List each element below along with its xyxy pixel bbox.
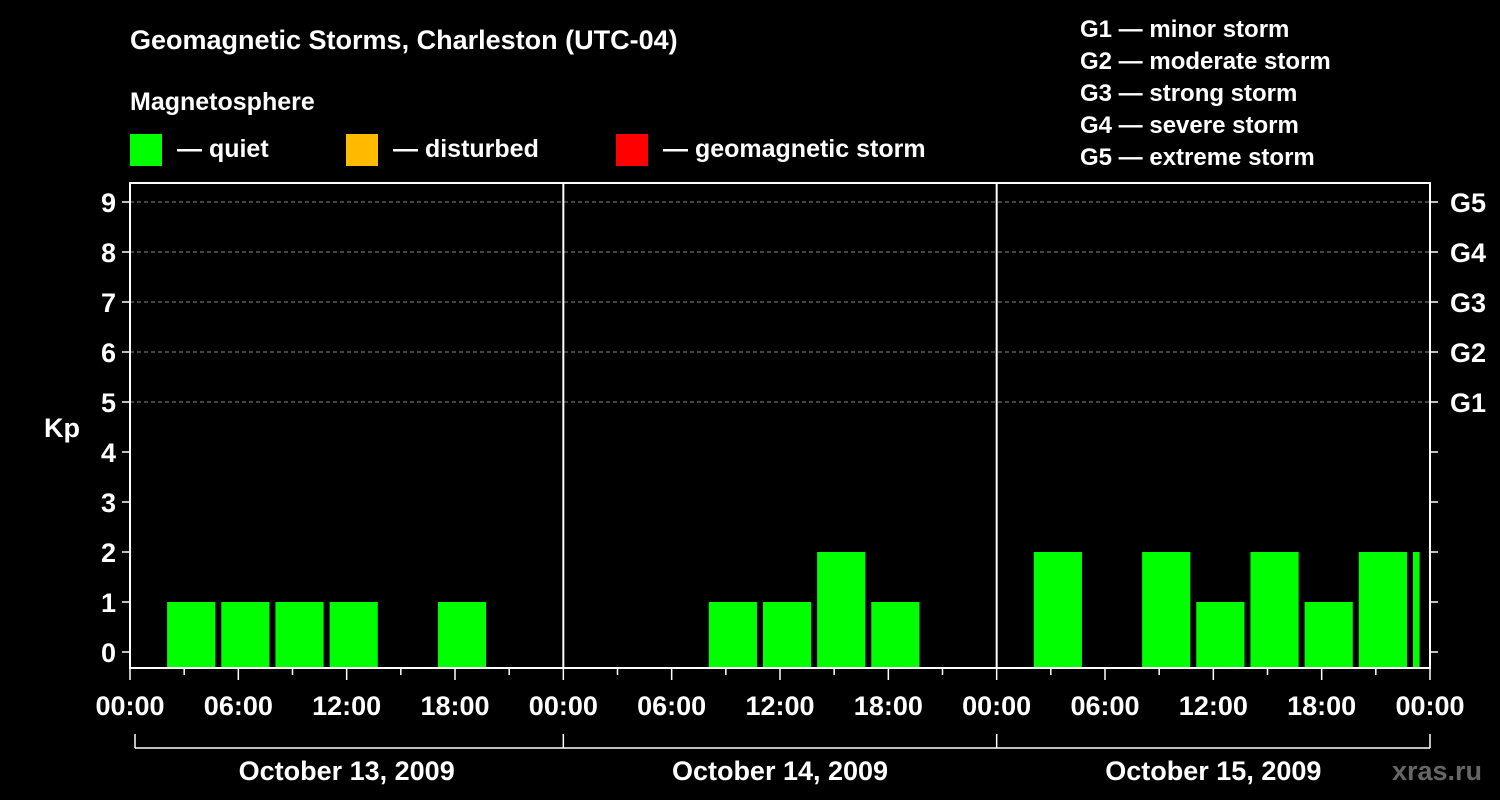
storm-level-label: G4	[1450, 238, 1486, 268]
x-tick-label: 18:00	[420, 691, 489, 721]
storm-scale-g4: G4 — severe storm	[1080, 112, 1299, 139]
x-tick-label: 12:00	[312, 691, 381, 721]
y-tick-label: 1	[101, 588, 116, 618]
plot-border	[129, 182, 1431, 669]
x-tick-label: 06:00	[204, 691, 273, 721]
chart-subtitle: Magnetosphere	[130, 88, 315, 116]
y-tick-label: 5	[101, 388, 116, 418]
kp-bar	[708, 602, 757, 668]
kp-bar	[221, 602, 270, 668]
legend-swatch-storm	[616, 134, 648, 166]
kp-bar	[167, 602, 216, 668]
x-tick-label: 06:00	[637, 691, 706, 721]
legend-swatch-quiet	[130, 134, 162, 166]
legend-label-disturbed: — disturbed	[393, 135, 539, 163]
day-label: October 15, 2009	[1105, 756, 1321, 786]
storm-level-label: G2	[1450, 338, 1486, 368]
storm-scale-g1: G1 — minor storm	[1080, 16, 1289, 43]
kp-bar	[1304, 602, 1353, 668]
y-tick-label: 2	[101, 538, 116, 568]
storm-scale-g2: G2 — moderate storm	[1080, 48, 1331, 75]
legend-label-storm: — geomagnetic storm	[663, 135, 926, 163]
day-label: October 13, 2009	[239, 756, 455, 786]
kp-bar	[1196, 602, 1245, 668]
x-tick-label: 18:00	[1287, 691, 1356, 721]
storm-level-label: G3	[1450, 288, 1486, 318]
kp-bar	[871, 602, 920, 668]
legend-swatch-disturbed	[346, 134, 378, 166]
kp-bar	[437, 602, 487, 668]
x-tick-label: 12:00	[745, 691, 814, 721]
grid-lines	[130, 201, 1430, 403]
x-tick-label: 06:00	[1070, 691, 1139, 721]
y-axis-label: Kp	[44, 413, 80, 443]
kp-bar	[1142, 552, 1191, 668]
kp-bar	[329, 602, 378, 668]
x-tick-label: 00:00	[529, 691, 598, 721]
storm-level-label: G5	[1450, 188, 1486, 218]
kp-bar	[1033, 552, 1082, 668]
y-tick-label: 8	[101, 238, 116, 268]
x-tick-label: 00:00	[95, 691, 164, 721]
y-tick-label: 6	[101, 338, 116, 368]
y-tick-label: 9	[101, 188, 116, 218]
chart-title: Geomagnetic Storms, Charleston (UTC-04)	[130, 25, 678, 55]
x-tick-label: 12:00	[1179, 691, 1248, 721]
y-tick-label: 0	[101, 638, 116, 668]
kp-bar	[275, 602, 324, 668]
kp-bar	[1250, 552, 1299, 668]
kp-bar	[1358, 552, 1407, 668]
legend-label-quiet: — quiet	[177, 135, 269, 163]
kp-bar	[1412, 552, 1420, 668]
y-tick-label: 7	[101, 288, 116, 318]
storm-scale-g5: G5 — extreme storm	[1080, 144, 1315, 171]
watermark: xras.ru	[1392, 756, 1482, 786]
x-tick-label: 00:00	[962, 691, 1031, 721]
bars	[167, 552, 1420, 668]
axis-ticks: 0 1 2 3 4 5 6 7 8 9 G1 G2 G3 G4 G5 00:00 06:00 12:00 18:00…	[95, 188, 1486, 786]
storm-level-label: G1	[1450, 388, 1486, 418]
kp-bar	[817, 552, 866, 668]
storm-scale-g3: G3 — strong storm	[1080, 80, 1297, 107]
x-tick-label: 18:00	[854, 691, 923, 721]
kp-bar	[762, 602, 812, 668]
y-tick-label: 3	[101, 488, 116, 518]
y-tick-label: 4	[101, 438, 116, 468]
plot-frame	[129, 182, 1431, 669]
day-label: October 14, 2009	[672, 756, 888, 786]
x-tick-label: 00:00	[1395, 691, 1464, 721]
